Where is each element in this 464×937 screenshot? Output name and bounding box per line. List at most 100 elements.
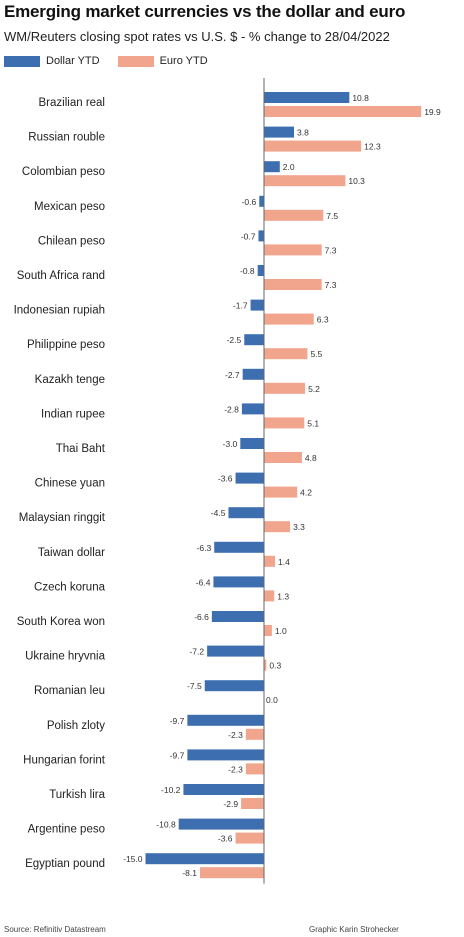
bar-euro [264,175,346,187]
data-label-euro: 1.4 [278,557,290,567]
data-label-euro: 5.1 [307,418,319,428]
source-note: Source: Refinitiv Datastream [4,925,106,934]
bar-euro [264,382,306,394]
category-label: Colombian peso [22,166,105,178]
legend-item-euro: Euro YTD [117,55,208,67]
data-label-dollar: 2.0 [283,162,295,172]
bar-euro [264,140,362,152]
data-label-dollar: -10.8 [156,820,176,830]
category-label: Polish zloty [47,720,105,732]
data-label-euro: 5.5 [310,349,322,359]
category-label: Ukraine hryvnia [25,651,105,663]
data-label-dollar: -3.0 [223,439,238,449]
category-label: Czech koruna [34,581,106,593]
category-label: South Korea won [17,616,105,628]
bar-dollar [178,818,264,830]
data-label-dollar: -6.4 [196,577,211,587]
bar-dollar [204,680,264,692]
bar-dollar [242,368,264,380]
legend: Dollar YTD Euro YTD [4,55,226,67]
bar-dollar [259,195,264,207]
data-label-euro: 12.3 [364,142,381,152]
category-label: Chinese yuan [35,478,105,490]
bar-euro [264,590,275,602]
data-label-euro: 5.2 [308,384,320,394]
data-label-dollar: -7.2 [189,647,204,657]
category-label: Philippine peso [27,339,105,351]
bar-euro [264,313,314,325]
data-label-euro: -2.3 [228,730,243,740]
data-label-dollar: -6.3 [197,543,212,553]
category-label: Thai Baht [56,443,106,455]
bar-euro [245,763,264,775]
bar-euro [264,209,324,221]
bar-euro [235,832,264,844]
bar-dollar [187,714,264,726]
bar-dollar [264,126,295,138]
category-label: Indonesian rupiah [14,305,105,317]
bar-dollar [244,334,264,346]
data-label-euro: 7.3 [325,280,337,290]
data-label-dollar: -6.6 [194,612,209,622]
data-label-dollar: -1.7 [233,301,248,311]
data-label-euro: 10.3 [348,176,365,186]
data-label-euro: 4.8 [305,453,317,463]
category-label: Romanian leu [34,685,105,697]
bar-euro [264,244,322,256]
bar-dollar [187,749,264,761]
category-label: Malaysian ringgit [19,512,106,524]
category-label: Chilean peso [38,235,105,247]
data-label-dollar: -0.6 [242,197,257,207]
bar-dollar [241,403,264,415]
data-label-euro: 7.5 [326,211,338,221]
bar-dollar [207,645,264,657]
data-label-euro: -3.6 [218,834,233,844]
data-label-dollar: -15.0 [123,854,143,864]
data-label-dollar: -0.8 [240,266,255,276]
bar-euro [264,106,422,117]
category-label: Mexican peso [34,201,105,213]
data-label-dollar: -10.2 [161,785,181,795]
category-label: Russian rouble [28,132,105,144]
bar-dollar [211,611,264,622]
bar-euro [264,417,305,429]
bar-euro [200,867,264,879]
data-label-dollar: -9.7 [170,750,185,760]
data-label-dollar: -4.5 [211,508,226,518]
data-label-dollar: 10.8 [352,93,369,103]
category-label: Hungarian forint [23,754,106,766]
data-label-euro: -8.1 [182,868,197,878]
data-label-euro: 19.9 [424,107,441,117]
bar-dollar [183,784,264,795]
data-label-dollar: -2.5 [227,335,242,345]
bar-euro [264,486,298,498]
graphic-credit: Graphic Karin Strohecker [309,925,399,934]
bar-euro [264,348,308,360]
category-label: Egyptian pound [25,858,105,870]
bar-dollar [213,576,264,588]
legend-label-euro: Euro YTD [159,55,208,67]
category-label: Taiwan dollar [38,547,105,559]
data-label-euro: 0.0 [266,695,278,705]
bar-euro [264,625,272,636]
chart-title: Emerging market currencies vs the dollar… [4,2,406,21]
data-label-euro: 1.3 [277,591,289,601]
data-label-euro: 3.3 [293,522,305,532]
bar-euro [264,555,276,567]
data-label-euro: -2.9 [223,799,238,809]
data-label-euro: 0.3 [269,661,281,671]
data-label-dollar: -0.7 [241,231,256,241]
data-label-euro: 7.3 [325,245,337,255]
bar-dollar [264,92,350,103]
category-label: Kazakh tenge [35,374,105,386]
legend-swatch-dollar [4,55,40,67]
data-label-dollar: -2.8 [224,404,239,414]
legend-item-dollar: Dollar YTD [4,55,100,67]
data-label-dollar: -3.6 [218,474,233,484]
category-label: Brazilian real [39,97,105,109]
bar-dollar [264,161,280,173]
data-label-euro: -2.3 [228,764,243,774]
chart-subtitle: WM/Reuters closing spot rates vs U.S. $ … [4,29,390,44]
bar-chart: Brazilian real 10.8 19.9 Russian rouble 3.8 1… [14,78,441,884]
bar-euro [264,279,322,290]
